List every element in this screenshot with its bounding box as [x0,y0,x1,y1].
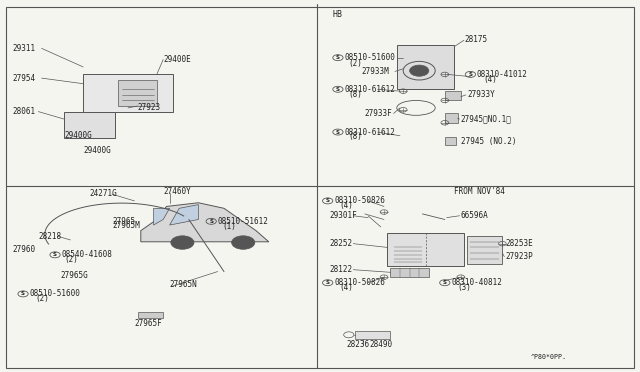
Polygon shape [170,205,198,225]
FancyBboxPatch shape [118,80,157,106]
FancyBboxPatch shape [355,331,390,339]
Text: S: S [336,87,340,92]
Text: 27945〈NO.1〉: 27945〈NO.1〉 [461,115,511,124]
Text: S: S [209,219,213,224]
Polygon shape [141,203,269,242]
Text: S: S [443,280,447,285]
Text: HB: HB [333,10,343,19]
Text: 29311: 29311 [13,44,36,53]
FancyBboxPatch shape [138,312,163,318]
Text: 27954: 27954 [13,74,36,83]
Text: (4): (4) [339,201,353,210]
Text: (8): (8) [349,132,363,141]
Text: 27933F: 27933F [365,109,392,118]
Text: 27923: 27923 [138,103,161,112]
Text: 27965: 27965 [112,217,135,226]
Text: 08310-50826: 08310-50826 [334,196,385,205]
Text: (4): (4) [339,283,353,292]
Text: 08510-51600: 08510-51600 [29,289,80,298]
Text: 29400E: 29400E [163,55,191,64]
Text: 28252: 28252 [330,239,353,248]
Text: 28218: 28218 [38,232,61,241]
Text: 29400G: 29400G [64,131,92,140]
Text: S: S [336,55,340,60]
Text: 27923P: 27923P [506,252,533,261]
Text: (1): (1) [223,222,237,231]
Circle shape [232,236,255,249]
FancyBboxPatch shape [390,268,429,277]
Text: 08310-61612: 08310-61612 [344,128,395,137]
Text: S: S [468,72,472,77]
Text: (2): (2) [35,294,49,303]
Text: 28490: 28490 [370,340,393,349]
FancyBboxPatch shape [397,45,454,89]
Text: S: S [53,252,57,257]
Text: 27965F: 27965F [134,319,162,328]
FancyBboxPatch shape [64,112,115,138]
FancyBboxPatch shape [445,91,461,100]
Text: 27960: 27960 [13,245,36,254]
Text: 27945 (NO.2): 27945 (NO.2) [461,137,516,146]
Text: 27460Y: 27460Y [163,187,191,196]
Text: 27965N: 27965N [170,280,197,289]
Text: 08310-50826: 08310-50826 [334,278,385,287]
Text: 08540-41608: 08540-41608 [61,250,112,259]
Text: 08510-51600: 08510-51600 [344,53,395,62]
Text: 28122: 28122 [330,265,353,274]
Text: 27965G: 27965G [61,271,88,280]
Text: 28061: 28061 [13,107,36,116]
Text: 08310-61612: 08310-61612 [344,85,395,94]
Text: 28175: 28175 [464,35,487,44]
Circle shape [410,65,429,76]
Text: (8): (8) [349,90,363,99]
FancyBboxPatch shape [83,74,173,112]
Text: 24271G: 24271G [90,189,117,198]
FancyBboxPatch shape [445,137,456,145]
Text: FROM NOV'84: FROM NOV'84 [454,187,505,196]
Text: S: S [336,129,340,135]
Text: 27933M: 27933M [362,67,389,76]
Text: (3): (3) [458,283,472,292]
Text: 08510-51612: 08510-51612 [218,217,268,226]
Text: 29301F: 29301F [330,211,357,220]
Text: 08310-41012: 08310-41012 [477,70,527,79]
Text: S: S [326,198,330,203]
Text: S: S [326,280,330,285]
Text: (4): (4) [483,75,497,84]
Circle shape [171,236,194,249]
Text: (2): (2) [349,59,363,68]
Text: ^P80*0PP.: ^P80*0PP. [531,354,567,360]
Text: 66596A: 66596A [461,211,488,220]
FancyBboxPatch shape [445,113,458,123]
Text: S: S [21,291,25,296]
FancyBboxPatch shape [387,232,464,266]
Text: 27933Y: 27933Y [467,90,495,99]
Text: 27965M: 27965M [112,221,140,230]
Text: (2): (2) [64,255,78,264]
Polygon shape [154,208,170,225]
Text: 08310-40812: 08310-40812 [451,278,502,287]
Text: 28253E: 28253E [506,239,533,248]
Text: 28236: 28236 [347,340,370,349]
Text: 29400G: 29400G [83,146,111,155]
FancyBboxPatch shape [467,236,502,264]
